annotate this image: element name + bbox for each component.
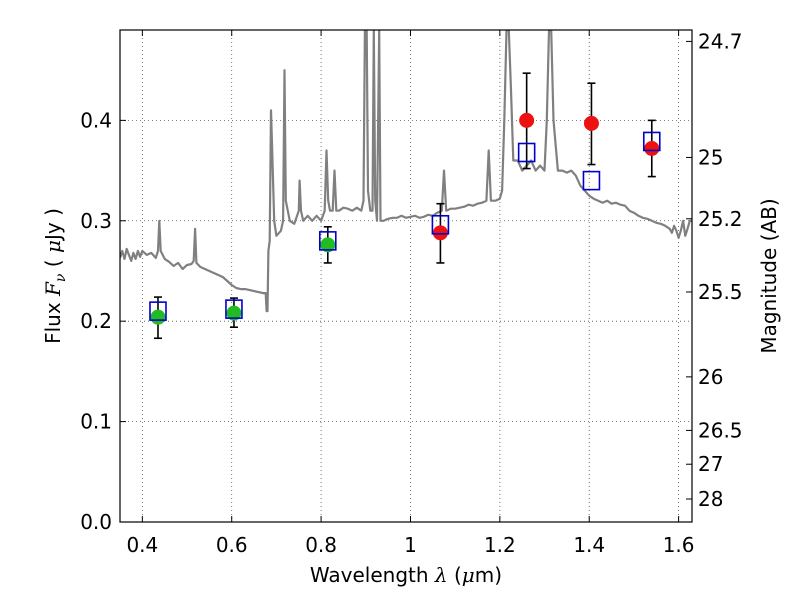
observed-point	[320, 237, 336, 253]
y2-tick-label: 25.5	[698, 280, 743, 304]
y2-tick-label: 26	[698, 365, 723, 389]
plot-area	[120, 30, 692, 522]
x-tick-label: 0.4	[126, 533, 158, 557]
y2-axis-label: Magnitude (AB)	[757, 198, 781, 353]
model-point	[431, 214, 450, 235]
x-tick-label: 1	[404, 533, 417, 557]
y-tick-label: 0.1	[80, 410, 112, 434]
y-tick-label: 0.2	[80, 309, 112, 333]
model-point	[517, 142, 536, 163]
x-axis-label: Wavelength λ (μm)	[310, 563, 502, 587]
y2-tick-label: 25	[698, 145, 723, 169]
model-point	[225, 299, 243, 319]
model-point	[318, 231, 337, 251]
y2-tick-label: 27	[698, 452, 723, 476]
observed-point	[226, 305, 242, 321]
model-point	[149, 301, 167, 321]
spectrum	[120, 30, 692, 313]
observed-point	[150, 309, 166, 325]
y2-tick-label: 26.5	[698, 418, 743, 442]
y2-axis-ticks: 24.7 25 25.2 25.5 26 26.5 27 28	[686, 29, 743, 511]
model-point	[642, 131, 661, 152]
y2-tick-label: 28	[698, 487, 723, 511]
y-tick-label: 0.4	[80, 108, 112, 132]
observed-point	[519, 112, 535, 128]
observed-points	[150, 112, 660, 325]
y2-tick-label: 24.7	[698, 29, 743, 53]
observed-point	[644, 140, 660, 156]
x-tick-label: 1.2	[484, 533, 516, 557]
x-tick-label: 0.8	[305, 533, 337, 557]
y-tick-label: 0.3	[80, 209, 112, 233]
x-tick-label: 1.4	[573, 533, 605, 557]
x-tick-label: 0.6	[216, 533, 248, 557]
spectrum-line	[120, 30, 692, 313]
model-point	[582, 170, 601, 191]
x-tick-label: 1.6	[663, 533, 695, 557]
model-points	[149, 131, 661, 321]
plot-frame	[119, 29, 693, 523]
y2-tick-label: 25.2	[698, 207, 743, 231]
observed-point	[432, 225, 448, 241]
y-tick-label: 0.0	[80, 510, 112, 534]
y-axis-label: Flux Fν ( μJy )	[41, 208, 69, 344]
x-axis-ticks: 0.4 0.6 0.8 1 1.2 1.4 1.6	[126, 30, 695, 557]
observed-point	[583, 115, 599, 131]
y-axis-ticks: 0.0 0.1 0.2 0.3 0.4	[80, 108, 126, 534]
